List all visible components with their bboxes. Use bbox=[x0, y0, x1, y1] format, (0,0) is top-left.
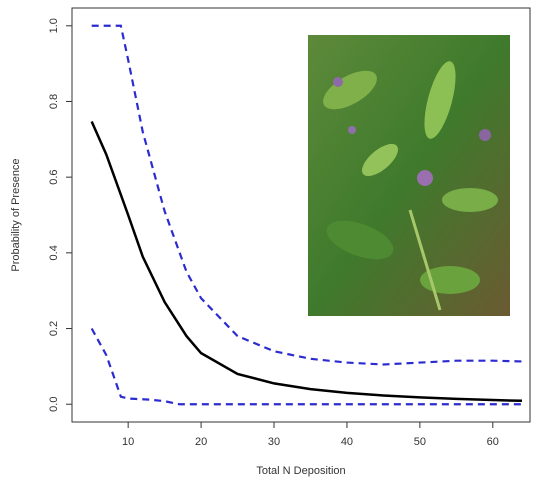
x-tick-label: 40 bbox=[341, 436, 353, 448]
x-tick-label: 20 bbox=[195, 436, 207, 448]
line-series bbox=[90, 121, 523, 403]
y-tick-label: 0.6 bbox=[48, 170, 60, 185]
line-series bbox=[91, 24, 523, 366]
x-tick-label: 60 bbox=[487, 436, 499, 448]
y-tick-label: 0.0 bbox=[48, 397, 60, 412]
line-series bbox=[90, 327, 522, 406]
y-tick-label: 1.0 bbox=[48, 18, 60, 33]
plot-frame bbox=[71, 7, 531, 423]
y-tick-label: 0.2 bbox=[48, 321, 60, 336]
y-tick-label: 0.4 bbox=[48, 245, 60, 260]
x-tick-label: 10 bbox=[122, 436, 134, 448]
x-tick-label: 30 bbox=[268, 436, 280, 448]
y-tick-label: 0.8 bbox=[48, 94, 60, 109]
y-axis-label: Probability of Presence bbox=[10, 158, 22, 271]
photo-inset bbox=[308, 35, 510, 316]
x-tick-label: 50 bbox=[414, 436, 426, 448]
x-axis-label: Total N Deposition bbox=[256, 465, 345, 477]
